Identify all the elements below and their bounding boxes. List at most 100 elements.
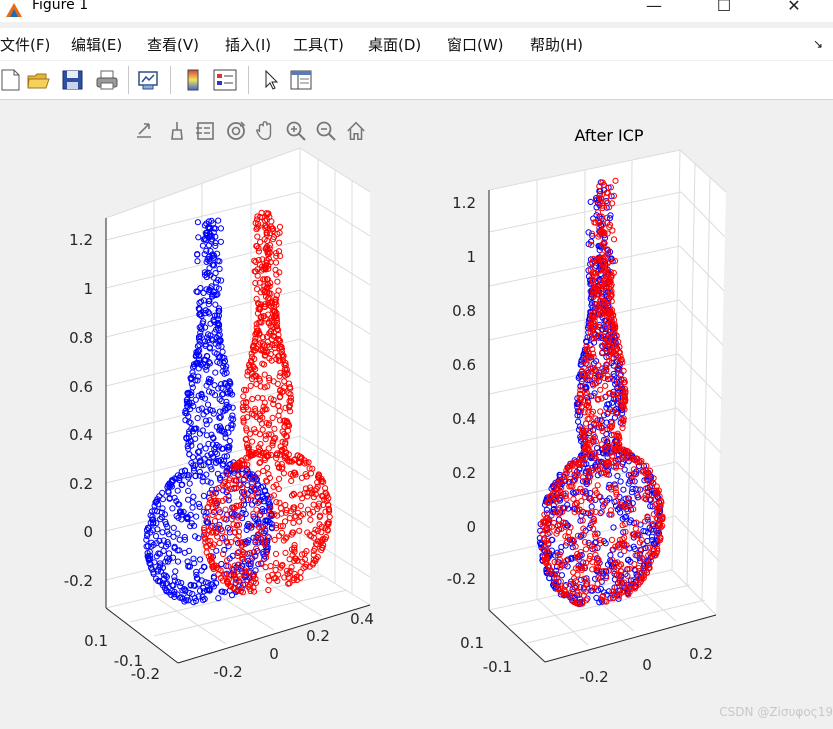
figure-canvas[interactable]: -0.2 0 0.2 0.4 0.6 0.8 1 1.2 -0.2 0 0.2 … — [0, 100, 833, 729]
scatter-point — [244, 482, 251, 489]
scatter-point — [269, 521, 276, 528]
home-icon[interactable] — [345, 119, 367, 143]
scatter-point — [278, 510, 285, 517]
scatter-point — [265, 431, 272, 438]
open-file-icon[interactable] — [26, 68, 52, 92]
scatter-point — [282, 362, 289, 369]
scatter-point — [618, 504, 625, 511]
scatter-point — [240, 415, 247, 422]
scatter-point — [169, 505, 176, 512]
scatter-point — [644, 544, 652, 551]
scatter-point — [219, 528, 226, 535]
scatter-point — [276, 475, 283, 482]
scatter-point — [648, 533, 656, 540]
scatter-point — [577, 382, 584, 390]
dock-arrow-icon[interactable]: ↘ — [812, 37, 823, 51]
scatter-point — [638, 554, 646, 561]
scatter-point — [619, 522, 626, 529]
scatter-point — [601, 501, 608, 508]
scatter-point — [192, 533, 199, 540]
rotate-3d-icon[interactable] — [225, 119, 247, 143]
close-button[interactable]: ✕ — [787, 0, 801, 15]
scatter-point — [585, 273, 593, 280]
scatter-point — [628, 471, 635, 478]
scatter-point — [278, 344, 285, 351]
brush-icon[interactable] — [166, 119, 188, 143]
scatter-point — [645, 492, 653, 499]
scatter-point — [557, 585, 564, 592]
scatter-point — [579, 370, 586, 377]
scatter-point — [591, 373, 599, 380]
scatter-point — [282, 439, 289, 446]
scatter-point — [605, 409, 612, 416]
legend-icon[interactable] — [212, 68, 238, 92]
scatter-point — [187, 582, 194, 589]
scatter-point — [600, 239, 608, 246]
z-tick-label: 1 — [466, 248, 476, 266]
scatter-point — [173, 498, 180, 505]
scatter-point — [217, 337, 224, 344]
menu-edit[interactable]: 编辑(E) — [71, 36, 123, 54]
print-icon[interactable] — [94, 68, 120, 92]
scatter-point — [587, 509, 594, 516]
scatter-point — [576, 391, 584, 398]
scatter-point — [603, 361, 610, 368]
scatter-point — [592, 438, 600, 445]
menu-window[interactable]: 窗口(W) — [447, 36, 504, 54]
scatter-point — [215, 354, 222, 361]
zoom-out-icon[interactable] — [315, 119, 337, 143]
export-icon[interactable] — [134, 119, 156, 143]
scatter-point — [200, 318, 207, 325]
data-tips-icon[interactable] — [194, 119, 216, 143]
menu-insert[interactable]: 插入(I) — [225, 36, 272, 54]
menu-desktop[interactable]: 桌面(D) — [368, 36, 422, 54]
menu-help[interactable]: 帮助(H) — [530, 36, 583, 54]
menu-file[interactable]: 文件(F) — [0, 36, 51, 54]
edit-plot-icon[interactable] — [258, 68, 284, 92]
scatter-point — [280, 388, 287, 395]
scatter-point — [220, 360, 227, 367]
maximize-button[interactable]: ☐ — [716, 0, 732, 15]
scatter-point — [601, 598, 608, 605]
scatter-point — [574, 554, 581, 561]
property-inspector-icon[interactable] — [288, 68, 314, 92]
scatter-point — [199, 474, 206, 481]
scatter-point — [320, 542, 327, 549]
axes-after-icp[interactable]: After ICP — [447, 126, 727, 686]
scatter-point — [269, 414, 276, 421]
scatter-point — [224, 487, 231, 494]
menu-tools[interactable]: 工具(T) — [293, 36, 344, 54]
menu-view[interactable]: 查看(V) — [147, 36, 199, 54]
scatter-point — [275, 331, 282, 338]
scatter-point — [247, 430, 254, 437]
scatter-point — [166, 483, 173, 490]
scatter-point — [228, 415, 235, 422]
scatter-point — [265, 573, 272, 580]
scatter-point — [252, 539, 259, 546]
minimize-button[interactable]: — — [646, 0, 662, 15]
scatter-point — [602, 253, 609, 260]
scatter-point — [617, 551, 624, 558]
scatter-point — [634, 494, 641, 501]
colorbar-icon[interactable] — [180, 68, 206, 92]
scatter-point — [614, 542, 622, 549]
scatter-point — [289, 529, 296, 536]
z-tick-label: -0.2 — [447, 570, 476, 588]
pan-icon[interactable] — [254, 119, 276, 143]
save-icon[interactable] — [60, 68, 86, 92]
axes-before[interactable]: -0.2 0 0.2 0.4 0.6 0.8 1 1.2 -0.2 0 0.2 … — [64, 147, 374, 683]
scatter-point — [263, 230, 270, 237]
new-figure-icon[interactable] — [0, 68, 26, 92]
zoom-in-icon[interactable] — [285, 119, 307, 143]
scatter-point — [215, 506, 222, 513]
scatter-point — [218, 560, 225, 568]
scatter-point — [617, 394, 624, 401]
scatter-point — [621, 385, 629, 393]
link-plot-icon[interactable] — [136, 68, 162, 92]
scatter-point — [229, 504, 236, 511]
scatter-point — [548, 512, 555, 519]
scatter-point — [271, 425, 278, 432]
scatter-point — [588, 410, 595, 417]
scatter-point — [203, 247, 210, 254]
scatter-point — [604, 443, 611, 450]
